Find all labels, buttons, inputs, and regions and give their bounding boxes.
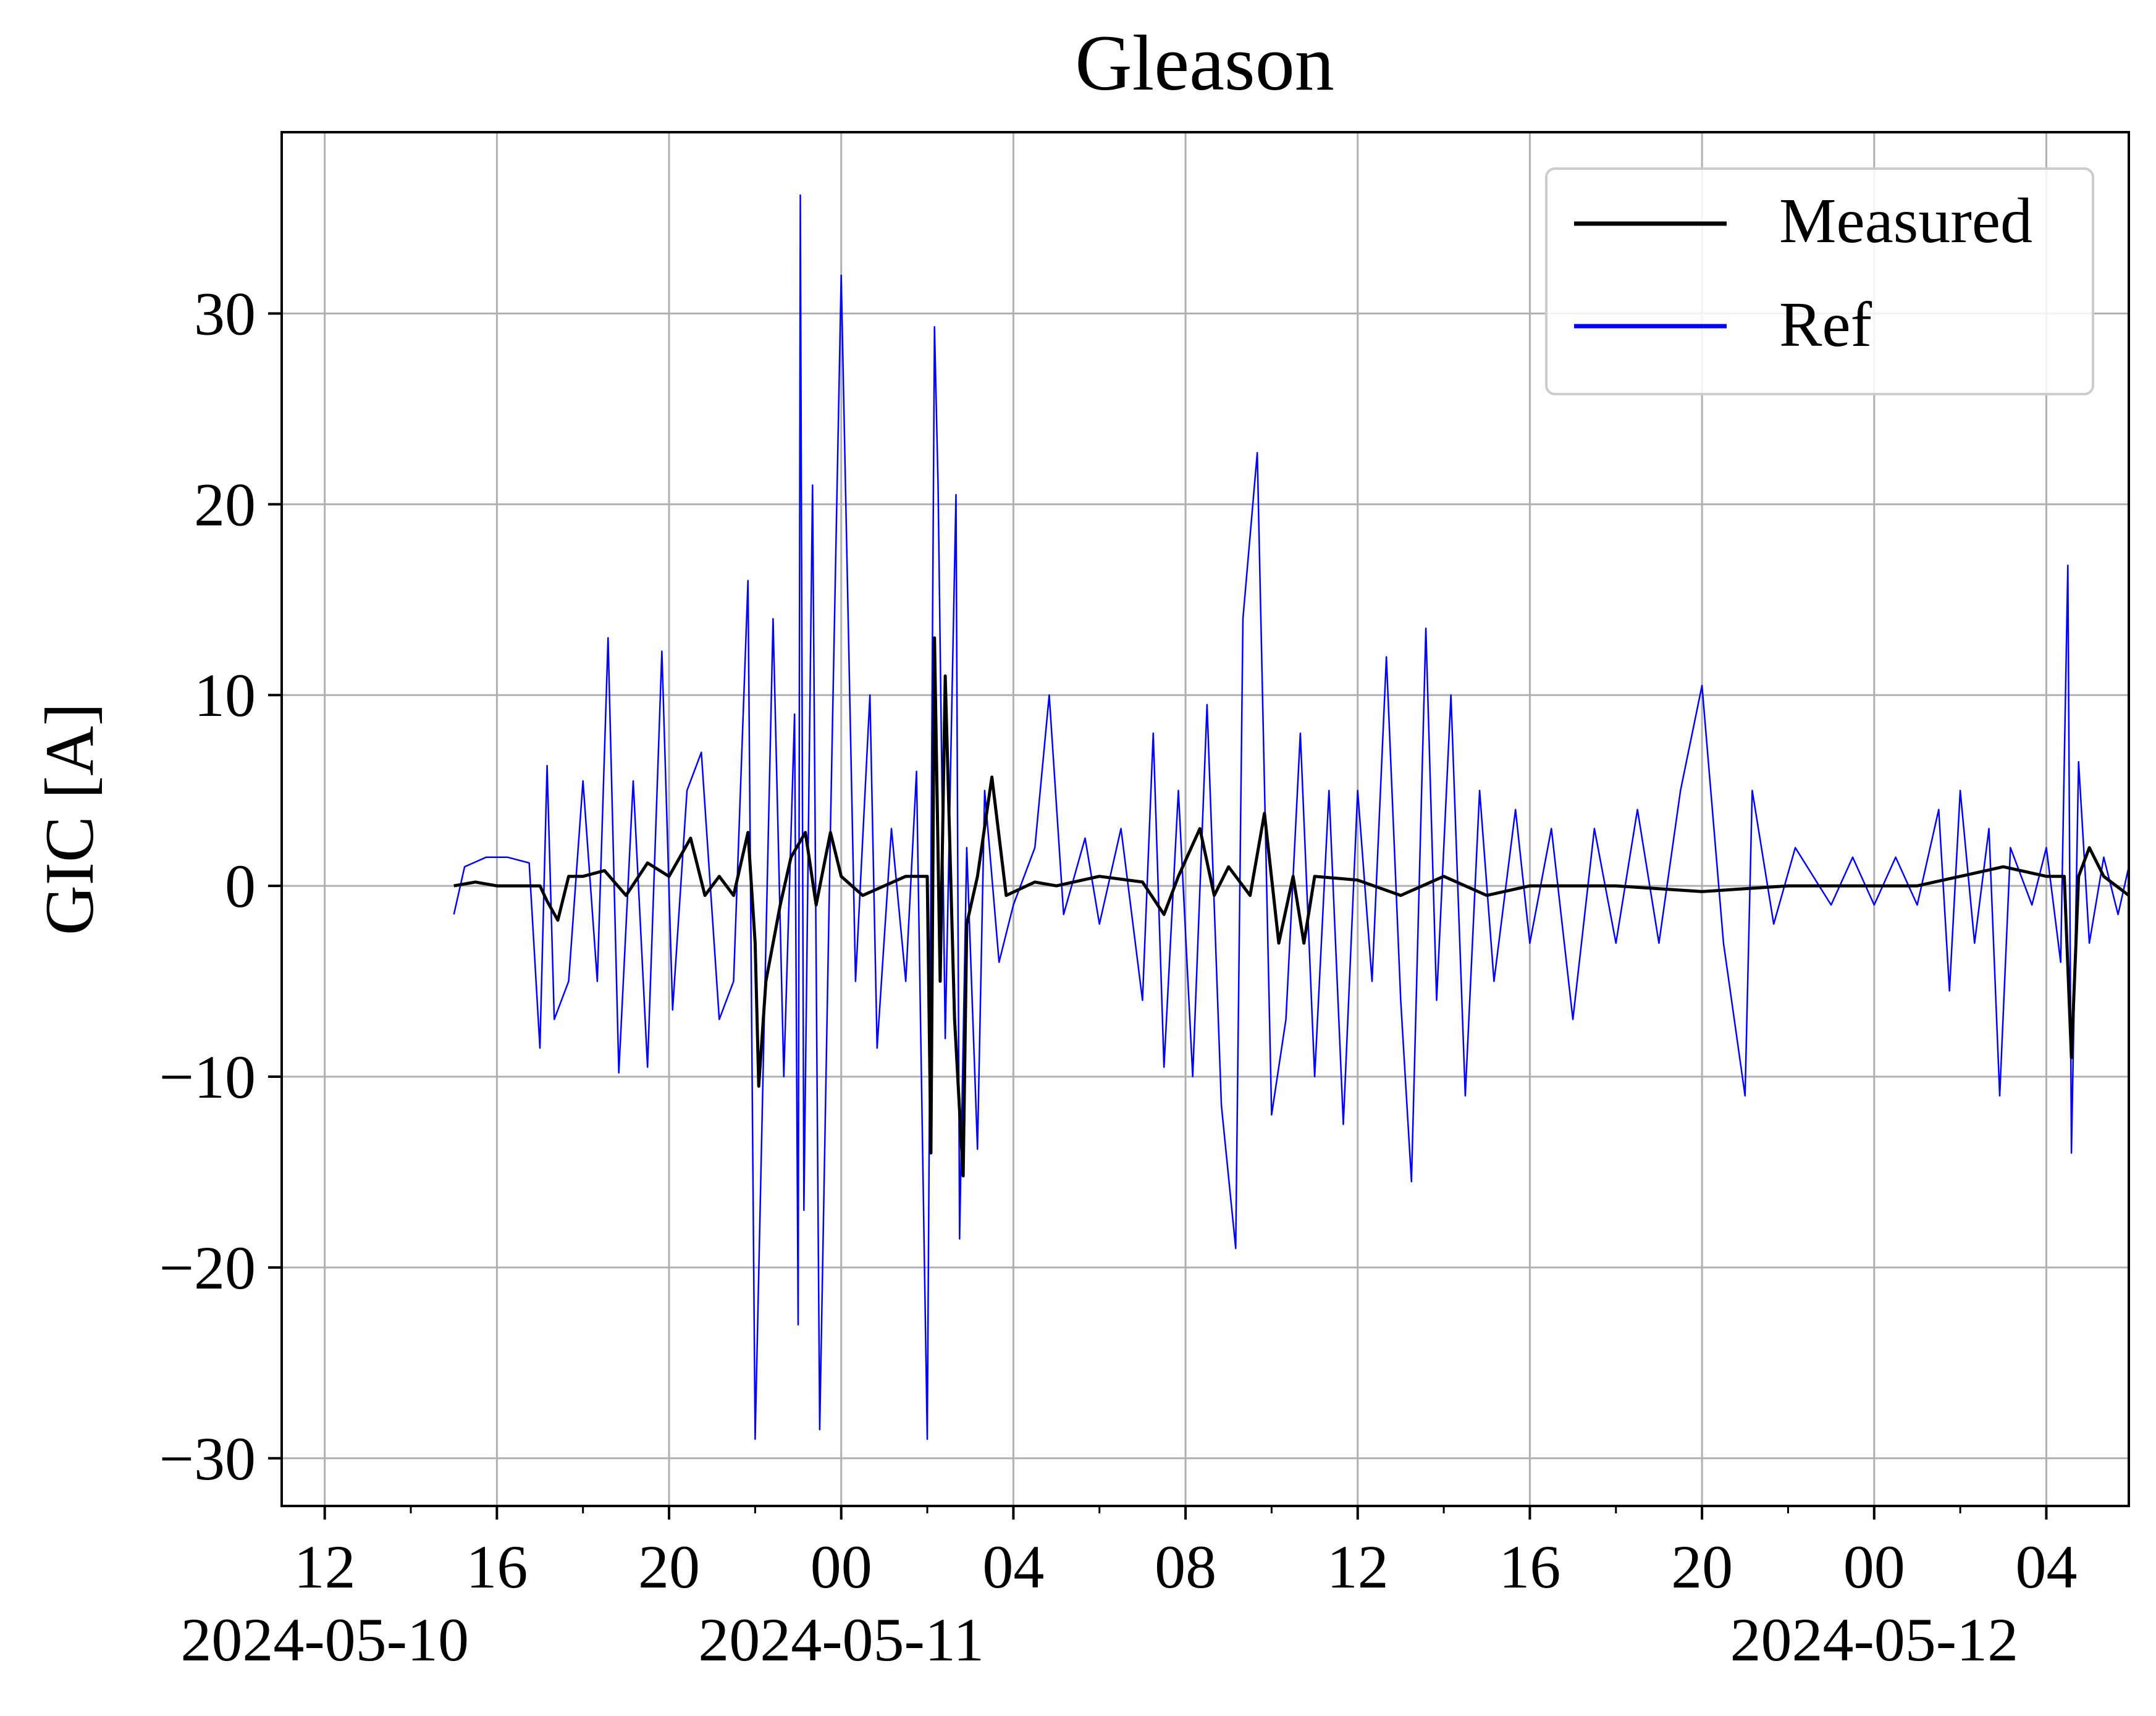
x-tick-label: 00 [811,1533,872,1601]
x-tick-label: 12 [294,1533,356,1601]
y-tick-label: 30 [194,279,256,348]
x-tick-label: 08 [1155,1533,1216,1601]
x-tick-label: 16 [1499,1533,1560,1601]
x-tick-date-label: 2024-05-12 [1730,1605,2018,1674]
series-line-measured [453,636,2129,1178]
series-line-ref [453,194,2129,1441]
x-tick-label: 20 [1671,1533,1733,1601]
y-tick-label: 0 [225,852,256,920]
y-tick-label: 10 [194,661,256,730]
y-tick-label: −30 [159,1424,256,1493]
legend: Measured Ref [1545,167,2094,395]
x-tick-label: 12 [1327,1533,1389,1601]
legend-label-ref: Ref [1779,289,1872,360]
x-tick-date-label: 2024-05-10 [180,1605,469,1674]
x-tick-label: 04 [982,1533,1044,1601]
y-tick-label: −20 [159,1234,256,1302]
plot-frame [280,131,2130,1507]
y-axis: −30 −20 −10 0 10 20 30 [159,279,282,1493]
y-tick-label: 20 [194,470,256,539]
x-tick-label: 20 [638,1533,700,1601]
x-tick-label: 04 [2015,1533,2077,1601]
series-lines [453,194,2129,1441]
y-axis-label: GIC [A] [32,703,108,935]
y-tick-label: −10 [159,1043,256,1111]
chart-title: Gleason [1075,19,1334,107]
x-tick-label: 00 [1843,1533,1905,1601]
x-tick-label: 16 [466,1533,528,1601]
legend-label-measured: Measured [1779,185,2032,256]
x-tick-date-label: 2024-05-11 [698,1605,984,1674]
